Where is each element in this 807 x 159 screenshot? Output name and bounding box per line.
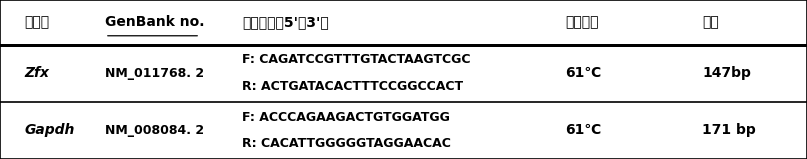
Text: Gapdh: Gapdh <box>24 123 74 137</box>
Text: F: ACCCAGAAGACTGTGGATGG: F: ACCCAGAAGACTGTGGATGG <box>242 111 450 124</box>
Text: R: ACTGATACACTTTCCGGCCACT: R: ACTGATACACTTTCCGGCCACT <box>242 80 463 93</box>
Text: 引物序列（5'－3'）: 引物序列（5'－3'） <box>242 15 328 29</box>
Text: 147bp: 147bp <box>702 66 751 80</box>
Text: R: CACATTGGGGGTAGGAACAC: R: CACATTGGGGGTAGGAACAC <box>242 137 451 150</box>
Text: 退火温度: 退火温度 <box>565 15 599 29</box>
Text: 靶基因: 靶基因 <box>24 15 49 29</box>
Text: F: CAGATCCGTTTGTACTAAGTCGC: F: CAGATCCGTTTGTACTAAGTCGC <box>242 53 470 66</box>
Text: 171 bp: 171 bp <box>702 123 756 137</box>
Text: 产物: 产物 <box>702 15 719 29</box>
Text: GenBank no.: GenBank no. <box>105 15 204 29</box>
Text: Zfx: Zfx <box>24 66 49 80</box>
Text: 61℃: 61℃ <box>565 66 601 80</box>
Text: 61℃: 61℃ <box>565 123 601 137</box>
Text: NM_011768. 2: NM_011768. 2 <box>105 67 204 80</box>
Text: NM_008084. 2: NM_008084. 2 <box>105 124 204 137</box>
